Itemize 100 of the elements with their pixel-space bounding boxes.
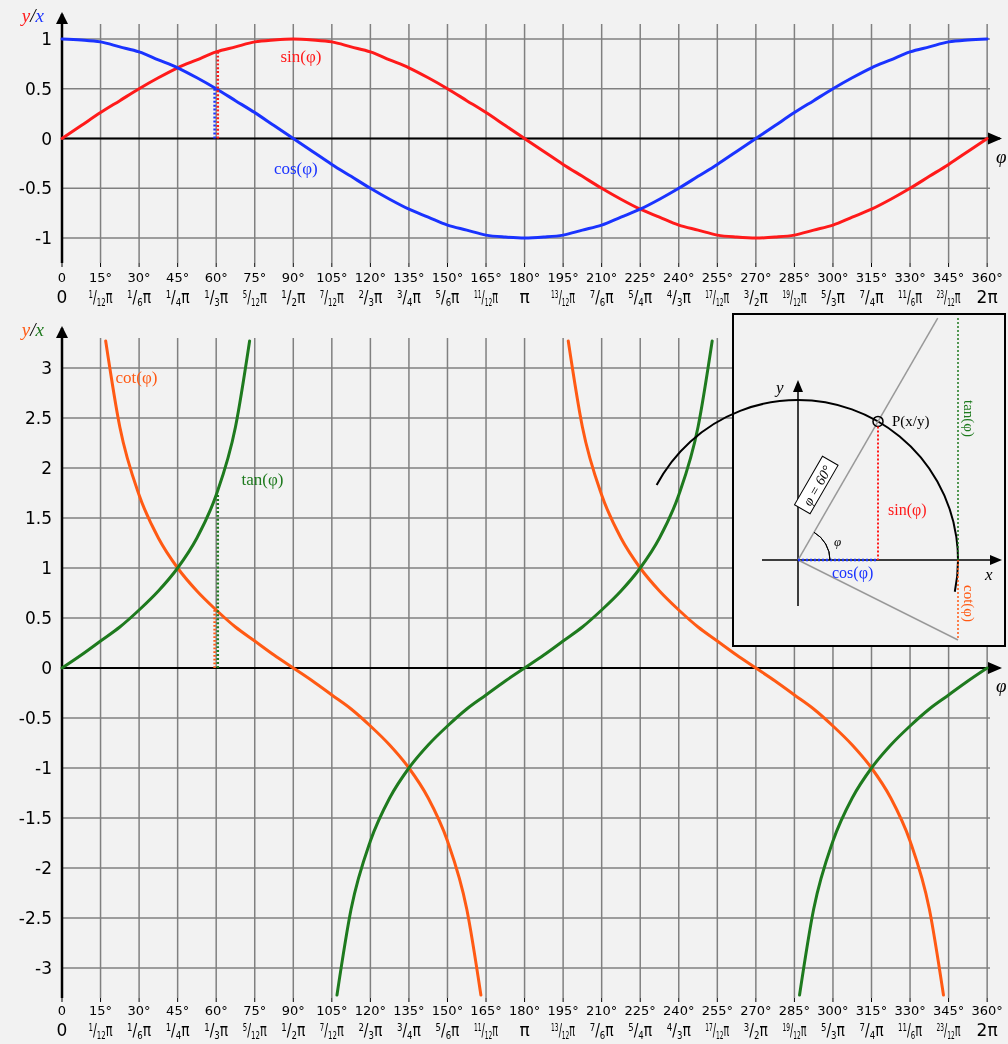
x-tick-label: 75°: [243, 1003, 267, 1018]
x2-tick-label: $^{1}$/$_{4}$π: [165, 287, 192, 308]
x-tick-label: 285°: [778, 270, 811, 285]
x2-tick-label: $^{2}$/$_{3}$π: [358, 1020, 385, 1041]
x2-tick-label: π: [519, 1020, 530, 1040]
y-tick-label: -2.5: [18, 908, 52, 928]
series-label: sin(φ): [280, 46, 322, 66]
x-tick-label: 360°: [971, 1003, 1003, 1018]
x-tick-label: 255°: [701, 1003, 733, 1018]
x2-tick-label: $^{1}$/$_{6}$π: [127, 287, 153, 308]
x2-tick-label: 2π: [976, 1020, 998, 1040]
x-tick-label: 75°: [243, 270, 267, 285]
x2-tick-label: $^{1}$/$_{2}$π: [281, 287, 308, 308]
x2-tick-label: $^{5}$/$_{3}$π: [820, 1020, 847, 1041]
x2-tick-label: $^{3}$/$_{4}$π: [396, 1020, 423, 1041]
x2-tick-label: π: [519, 287, 530, 307]
x-tick-label: 270°: [740, 1003, 772, 1018]
x-tick-label: 90°: [281, 1003, 305, 1018]
y-tick-label: -2: [35, 858, 52, 878]
x2-tick-label: $^{7}$/$_{6}$π: [589, 1020, 616, 1041]
x-axis-title: φ: [996, 145, 1007, 167]
x2-tick-label: $^{3}$/$_{2}$π: [743, 1020, 770, 1041]
x2-tick-label: $^{5}$/$_{12}$π: [242, 1020, 271, 1041]
series-label: cot(φ): [115, 368, 158, 387]
x2-tick-label: $^{1}$/$_{12}$π: [88, 287, 116, 308]
x2-tick-label: $^{7}$/$_{12}$π: [319, 1020, 348, 1041]
x-tick-label: 150°: [431, 1003, 464, 1018]
x-tick-label: 360°: [971, 270, 1003, 285]
x-tick-label: 90°: [281, 270, 305, 285]
x-tick-label: 165°: [470, 270, 502, 285]
y-tick-label: 1.5: [24, 508, 52, 528]
x2-tick-label: $^{5}$/$_{3}$π: [820, 287, 847, 308]
x-tick-label: 345°: [932, 1003, 965, 1018]
x-tick-label: 345°: [932, 270, 965, 285]
x-tick-label: 315°: [855, 270, 888, 285]
x2-tick-label: $^{2}$/$_{3}$π: [358, 287, 385, 308]
x-tick-label: 225°: [624, 270, 656, 285]
x2-tick-label: $^{7}$/$_{6}$π: [589, 287, 616, 308]
annotation: cot(φ): [960, 585, 977, 622]
x-tick-label: 105°: [316, 270, 348, 285]
x-tick-label: 180°: [508, 1003, 541, 1018]
x2-tick-label: $^{4}$/$_{3}$π: [666, 287, 693, 308]
annotation: φ: [834, 534, 842, 549]
annotation: x: [984, 565, 993, 584]
x2-tick-label: $^{5}$/$_{6}$π: [435, 1020, 462, 1041]
x-tick-label: 240°: [663, 270, 695, 285]
x-tick-label: 300°: [817, 270, 849, 285]
y-tick-label: -1.5: [18, 808, 52, 828]
x-tick-label: 330°: [894, 270, 926, 285]
x-tick-label: 315°: [855, 1003, 888, 1018]
x-tick-label: 120°: [354, 1003, 387, 1018]
y-tick-label: -1: [35, 228, 52, 249]
x-tick-label: 210°: [586, 270, 618, 285]
y-tick-label: 2: [41, 458, 52, 478]
x-tick-label: 225°: [624, 1003, 656, 1018]
x-tick-label: 255°: [701, 270, 733, 285]
y-tick-label: -0.5: [18, 178, 52, 199]
x2-tick-label: $^{1}$/$_{4}$π: [165, 1020, 192, 1041]
x-tick-label: 105°: [316, 1003, 348, 1018]
x-tick-label: 15°: [89, 270, 113, 285]
x-tick-label: 60°: [204, 270, 228, 285]
series-label: cos(φ): [273, 159, 318, 179]
annotation: cos(φ): [832, 564, 874, 582]
x2-tick-label: $^{1}$/$_{3}$π: [204, 287, 231, 308]
x-tick-label: 135°: [393, 270, 425, 285]
x-tick-label: 270°: [740, 270, 772, 285]
y-axis-title: y/x: [19, 319, 45, 340]
y-tick-label: 3: [41, 358, 52, 378]
x-tick-label: 15°: [89, 1003, 113, 1018]
x2-tick-label: $^{5}$/$_{6}$π: [435, 287, 462, 308]
x-tick-label: 0: [57, 270, 67, 285]
x2-tick-label: $^{7}$/$_{4}$π: [859, 1020, 886, 1041]
y-tick-label: 0.5: [24, 608, 52, 628]
y-tick-label: 0.5: [24, 78, 52, 99]
x2-tick-label: $^{11}$/$_{6}$π: [898, 287, 926, 308]
x-tick-label: 0: [57, 1003, 67, 1018]
x2-tick-label: $^{11}$/$_{6}$π: [898, 1020, 926, 1041]
x2-tick-label: $^{5}$/$_{4}$π: [628, 287, 655, 308]
x2-tick-label: $^{3}$/$_{4}$π: [396, 287, 423, 308]
y-tick-label: 0: [41, 658, 52, 678]
x-tick-label: 45°: [166, 1003, 190, 1018]
y-tick-label: 0: [41, 128, 52, 149]
y-tick-label: -3: [35, 958, 52, 978]
x-tick-label: 300°: [817, 1003, 849, 1018]
y-axis-title: y/x: [19, 5, 45, 26]
y-tick-label: -0.5: [18, 708, 52, 728]
annotation: tan(φ): [960, 400, 977, 437]
y-tick-label: 2.5: [24, 408, 52, 428]
x-tick-label: 195°: [547, 1003, 579, 1018]
x2-tick-label: $^{1}$/$_{2}$π: [281, 1020, 308, 1041]
annotation: sin(φ): [888, 501, 927, 519]
x2-tick-label: $^{1}$/$_{12}$π: [88, 1020, 116, 1041]
x-tick-label: 195°: [547, 270, 579, 285]
x2-tick-label: 0: [56, 1020, 68, 1040]
annotation: P(x/y): [892, 413, 930, 431]
x2-tick-label: $^{1}$/$_{6}$π: [127, 1020, 153, 1041]
y-tick-label: -1: [35, 758, 52, 778]
x2-tick-label: 2π: [976, 287, 998, 307]
x-tick-label: 240°: [663, 1003, 695, 1018]
x-tick-label: 135°: [393, 1003, 425, 1018]
